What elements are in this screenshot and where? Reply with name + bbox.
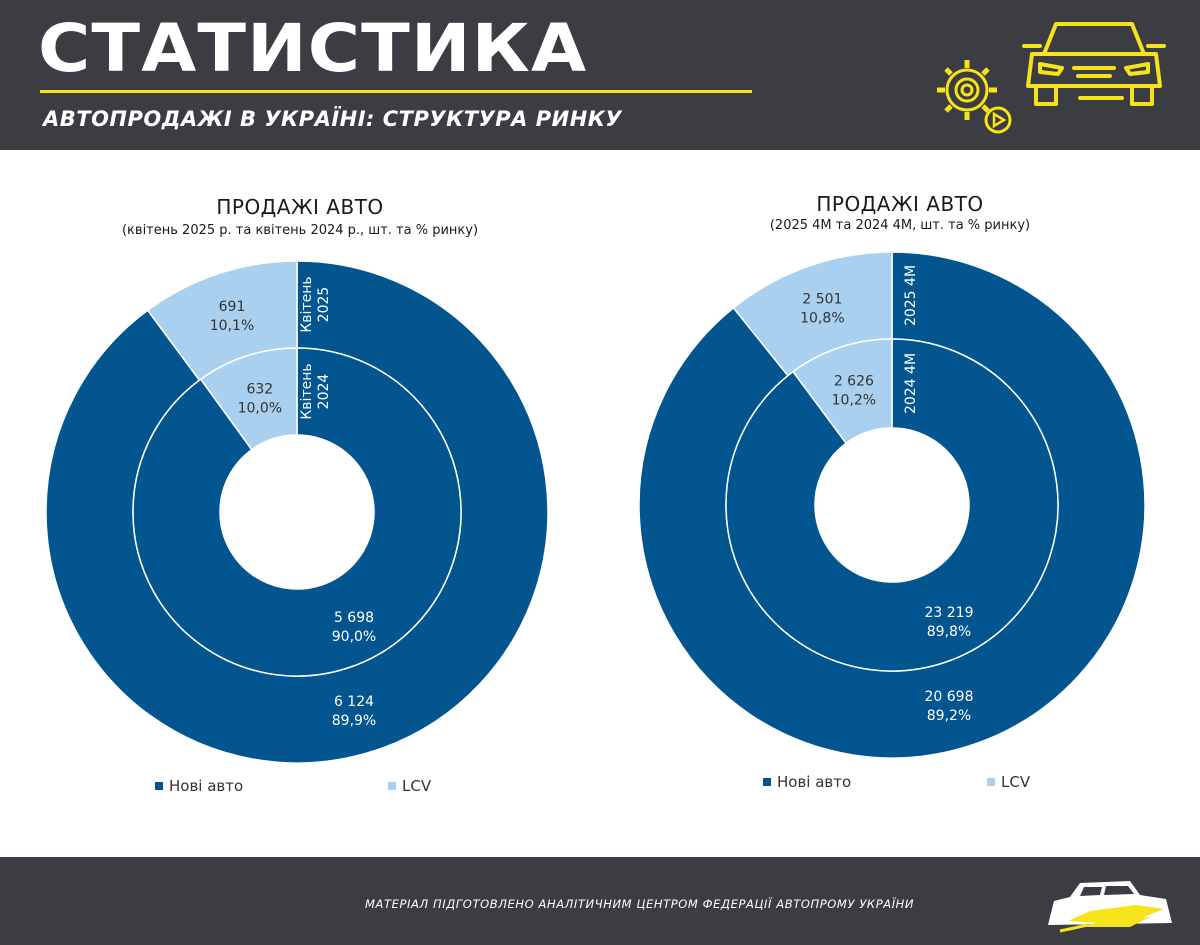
slice-value-label: 2 501	[802, 291, 842, 307]
slice-percent-label: 89,8%	[927, 624, 971, 640]
slice-value-label: 6 124	[334, 694, 374, 710]
legend-label-new-cars: Нові авто	[777, 773, 852, 791]
car-front-icon	[1022, 22, 1166, 106]
legend-label-lcv: LCV	[1001, 773, 1031, 791]
page-title: СТАТИСТИКА	[38, 10, 588, 87]
slice-lcv-inner	[792, 338, 893, 445]
page-subtitle: АВТОПРОДАЖІ В УКРАЇНІ: СТРУКТУРА РИНКУ	[43, 107, 623, 131]
chart-subtitle: (2025 4М та 2024 4М, шт. та % ринку)	[769, 218, 1031, 233]
ring-name-label: Квітень2025	[299, 276, 332, 332]
donut-chart: 6 124 89,9% 691 10,1% Квітень2025 5 698 90,0% 6…	[45, 260, 549, 764]
legend-label-lcv: LCV	[402, 777, 432, 795]
slice-new-cars-inner	[725, 338, 1059, 672]
legend-item-lcv: LCV	[388, 777, 431, 795]
ring-name-label: 2025 4М	[903, 265, 919, 326]
legend-swatch-lcv	[987, 778, 995, 786]
title-underline	[40, 90, 752, 93]
slice-percent-label: 89,2%	[927, 708, 971, 724]
legend-item-new-cars: Нові авто	[763, 773, 851, 791]
ring-name-label: 2024 4М	[903, 353, 919, 414]
car-silhouette-logo	[1048, 881, 1172, 933]
ring-name-label: Квітень2024	[299, 363, 332, 419]
footer-banner: МАТЕРІАЛ ПІДГОТОВЛЕНО АНАЛІТИЧНИМ ЦЕНТРО…	[0, 857, 1200, 945]
legend-item-new-cars: Нові авто	[155, 777, 243, 795]
slice-value-label: 2 626	[834, 374, 874, 390]
slice-percent-label: 89,9%	[332, 713, 376, 729]
legend-swatch-new-cars	[763, 778, 771, 786]
chart-april: ПРОДАЖІ АВТО (квітень 2025 р. та квітень…	[0, 150, 600, 850]
chart-title: ПРОДАЖІ АВТО	[816, 192, 984, 216]
slice-value-label: 691	[219, 299, 246, 315]
donut-chart: 20 698 89,2% 2 501 10,8% 2025 4М 23 219 89,8% 2…	[638, 251, 1146, 759]
chart-subtitle: (квітень 2025 р. та квітень 2024 р., шт.…	[121, 223, 479, 238]
slice-new-cars-inner	[132, 347, 462, 677]
legend-item-lcv: LCV	[987, 773, 1030, 791]
slice-percent-label: 10,2%	[832, 393, 876, 409]
slice-percent-label: 10,8%	[800, 310, 844, 326]
gear-play-icon	[937, 60, 1012, 134]
slice-lcv-inner	[199, 347, 298, 451]
header-banner: СТАТИСТИКА АВТОПРОДАЖІ В УКРАЇНІ: СТРУКТ…	[0, 0, 1200, 150]
slice-percent-label: 10,0%	[238, 400, 282, 416]
slice-percent-label: 10,1%	[210, 318, 254, 334]
footer-credit: МАТЕРІАЛ ПІДГОТОВЛЕНО АНАЛІТИЧНИМ ЦЕНТРО…	[365, 897, 915, 911]
chart-title: ПРОДАЖІ АВТО	[216, 195, 384, 219]
slice-value-label: 632	[246, 381, 273, 397]
legend-swatch-new-cars	[155, 782, 163, 790]
slice-value-label: 20 698	[925, 689, 974, 705]
slice-value-label: 5 698	[334, 610, 374, 626]
legend-label-new-cars: Нові авто	[169, 777, 244, 795]
slice-percent-label: 90,0%	[332, 629, 376, 645]
legend-swatch-lcv	[388, 782, 396, 790]
chart-4m: ПРОДАЖІ АВТО (2025 4М та 2024 4М, шт. та…	[600, 150, 1200, 850]
slice-value-label: 23 219	[925, 605, 974, 621]
